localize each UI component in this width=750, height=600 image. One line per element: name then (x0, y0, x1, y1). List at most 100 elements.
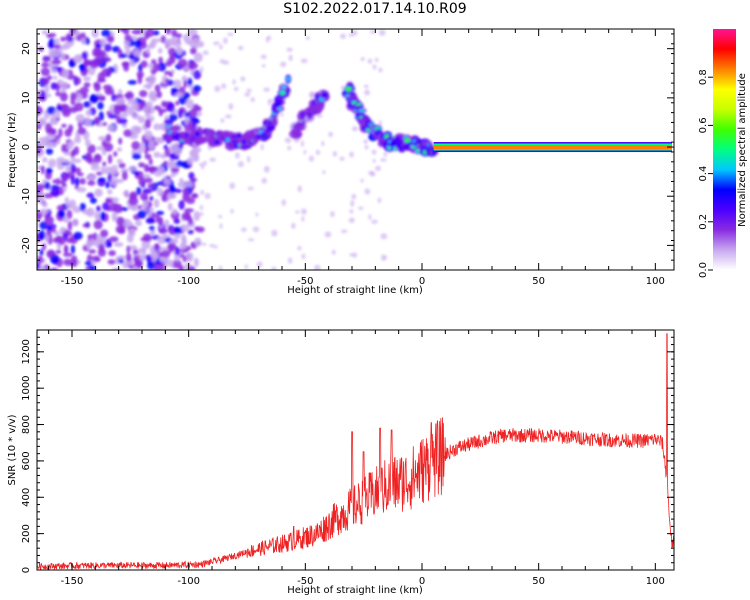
heatmap-cell (63, 244, 69, 254)
heatmap-cell (301, 253, 306, 260)
heatmap-cell (286, 47, 293, 52)
heatmap-cell (189, 61, 195, 70)
heatmap-cell (38, 47, 44, 52)
heatmap-cell (167, 202, 173, 212)
heatmap-cell (202, 160, 207, 166)
heatmap-cell (187, 229, 194, 235)
heatmap-cell (192, 85, 202, 93)
heatmap-cell (40, 67, 51, 77)
heatmap-cell (102, 84, 113, 91)
heatmap-cell (223, 37, 228, 44)
heatmap-cell (64, 197, 70, 204)
heatmap-cell (38, 137, 49, 142)
heatmap-cell (48, 142, 56, 147)
heatmap-cell (174, 92, 184, 98)
heatmap-cell (135, 220, 143, 227)
heatmap-cell (53, 44, 61, 50)
heatmap-cell (119, 53, 128, 59)
heatmap-cell (46, 75, 53, 81)
heatmap-cell (183, 92, 191, 99)
heatmap-cell (74, 56, 83, 63)
heatmap-cell (67, 140, 75, 147)
heatmap-cell (142, 199, 148, 207)
heatmap-cell (116, 216, 124, 226)
heatmap-cell (138, 176, 146, 187)
heatmap-cell (142, 106, 150, 113)
heatmap-cell (131, 153, 142, 160)
heatmap-cell (374, 165, 382, 171)
heatmap-cell (137, 247, 146, 253)
heatmap-cell (46, 106, 57, 115)
heatmap-cell (150, 92, 158, 102)
heatmap-cell (181, 211, 192, 221)
heatmap-cell (147, 207, 155, 212)
colorbar-label: Normalized spectral amplitude (737, 73, 748, 227)
heatmap-cell (38, 230, 46, 241)
heatmap-cell (193, 257, 199, 267)
x-tick-label: -50 (297, 276, 313, 287)
heatmap-cell (154, 84, 161, 93)
spectrogram-y-axis-label: Frequency (Hz) (7, 112, 18, 188)
heatmap-cell (321, 92, 329, 97)
heatmap-cell (65, 33, 72, 42)
heatmap-cell (118, 162, 126, 169)
heatmap-cell (404, 138, 411, 144)
heatmap-cell (364, 188, 371, 195)
heatmap-cell (202, 50, 209, 56)
heatmap-cell (172, 259, 182, 269)
heatmap-cell (37, 261, 41, 270)
heatmap-cell (153, 105, 162, 111)
heatmap-cell (103, 142, 114, 152)
heatmap-cell (105, 198, 113, 204)
heatmap-cell (48, 249, 55, 258)
heatmap-cell (83, 76, 91, 82)
heatmap-cell (91, 255, 100, 262)
heatmap-cell (50, 68, 58, 74)
heatmap-cell (349, 209, 354, 214)
heatmap-cell (43, 93, 52, 98)
heatmap-cell (59, 226, 67, 233)
heatmap-cell (58, 209, 65, 219)
heatmap-cell (161, 100, 167, 108)
heatmap-cell (142, 173, 151, 179)
heatmap-cell (46, 33, 53, 39)
heatmap-cell (108, 250, 116, 257)
heatmap-cell (132, 113, 141, 120)
heatmap-cell (219, 59, 225, 64)
heatmap-cell (50, 227, 57, 233)
heatmap-cell (194, 237, 202, 247)
heatmap-cell (151, 38, 157, 44)
heatmap-cell (331, 249, 336, 255)
heatmap-cell (214, 85, 221, 93)
heatmap-cell (139, 90, 148, 98)
heatmap-cell (263, 165, 270, 173)
heatmap-cell (383, 151, 388, 157)
heatmap-cell (131, 29, 142, 35)
heatmap-cell (76, 186, 87, 193)
heatmap-cell (158, 262, 166, 270)
heatmap-cell (169, 143, 178, 153)
heatmap-cell (158, 216, 164, 227)
heatmap-cell (284, 137, 292, 144)
heatmap-cell (89, 59, 94, 65)
heatmap-cell (145, 47, 151, 54)
y-tick-label: 800 (21, 415, 32, 434)
heatmap-cell (149, 196, 154, 201)
heatmap-cell (84, 38, 90, 45)
heatmap-cell (246, 88, 252, 93)
heatmap-cell (95, 205, 101, 212)
heatmap-cell (154, 136, 162, 144)
heatmap-cell (224, 114, 232, 119)
heatmap-cell (194, 226, 200, 231)
heatmap-cell (64, 159, 70, 164)
heatmap-cell (261, 177, 267, 184)
heatmap-cell (314, 264, 321, 270)
heatmap-cell (37, 123, 42, 130)
heatmap-cell (380, 233, 388, 240)
colorbar: 0.0 0.2 0.4 0.6 0.8 Normalized spectral ampl… (698, 29, 748, 278)
heatmap-cell (328, 131, 333, 138)
heatmap-cell (38, 117, 47, 127)
heatmap-cell (125, 252, 132, 262)
heatmap-cell (60, 52, 66, 61)
heatmap-cell (113, 242, 124, 247)
